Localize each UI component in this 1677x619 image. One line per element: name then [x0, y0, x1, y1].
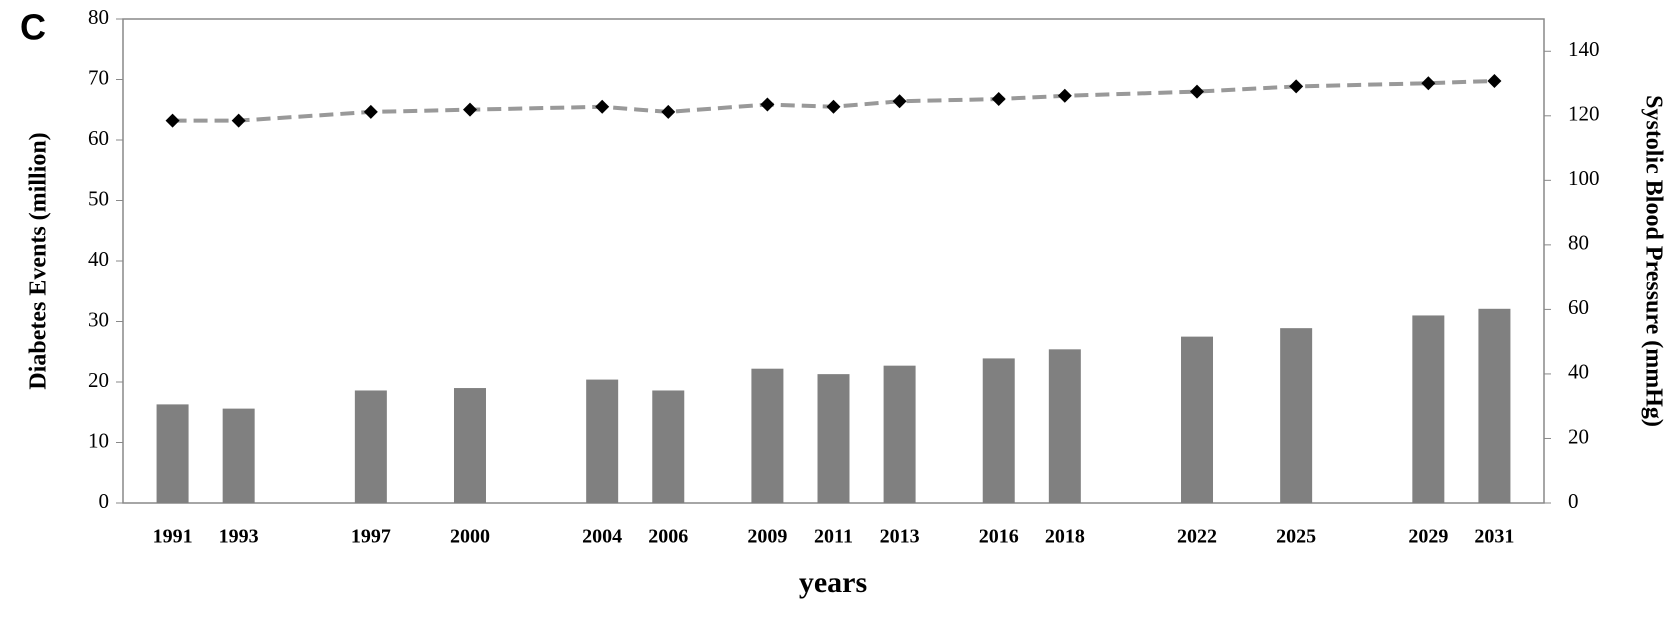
y-tick-label: 50: [88, 186, 109, 210]
x-tick-label: 2004: [582, 526, 622, 548]
y-tick-label: 10: [88, 428, 109, 452]
marker: [991, 92, 1006, 107]
bar: [751, 368, 784, 503]
y-tick-label: 70: [88, 65, 109, 89]
marker: [1190, 84, 1205, 99]
marker: [661, 104, 676, 119]
bar: [453, 388, 486, 503]
x-tick-label: 2011: [814, 526, 853, 548]
x-tick-label: 2022: [1177, 526, 1217, 548]
marker: [462, 102, 477, 117]
x-tick-label: 2016: [979, 526, 1019, 548]
bar: [222, 408, 255, 503]
marker: [595, 99, 610, 114]
marker: [892, 94, 907, 109]
x-tick-label: 1993: [219, 526, 259, 548]
y2-tick-label: 120: [1568, 102, 1600, 126]
y2-tick-label: 140: [1568, 37, 1600, 61]
y2-axis-label: Systolic Blood Pressure (mmHg): [1640, 95, 1666, 427]
x-tick-label: 1997: [351, 526, 391, 548]
marker: [1487, 73, 1502, 88]
bar: [1048, 349, 1081, 503]
marker: [826, 99, 841, 114]
y2-tick-label: 20: [1568, 424, 1589, 448]
y2-tick-label: 60: [1568, 295, 1589, 319]
x-tick-label: 2025: [1276, 526, 1316, 548]
y-tick-label: 0: [99, 489, 110, 513]
bar: [1280, 328, 1313, 503]
marker: [1057, 88, 1072, 103]
y2-tick-label: 40: [1568, 360, 1589, 384]
bar: [354, 390, 387, 503]
bar: [586, 379, 619, 503]
x-tick-label: 2009: [747, 526, 787, 548]
bar: [982, 358, 1015, 503]
x-tick-label: 2029: [1408, 526, 1448, 548]
marker: [1421, 76, 1436, 91]
x-tick-label: 1991: [153, 526, 193, 548]
marker: [760, 97, 775, 112]
marker: [231, 113, 246, 128]
bar: [1478, 308, 1511, 503]
y-tick-label: 30: [88, 307, 109, 331]
y2-tick-label: 100: [1568, 166, 1600, 190]
y-tick-label: 60: [88, 126, 109, 150]
x-tick-label: 2018: [1045, 526, 1085, 548]
y-tick-label: 40: [88, 247, 109, 271]
marker: [165, 113, 180, 128]
marker: [363, 104, 378, 119]
y2-tick-label: 0: [1568, 489, 1579, 513]
panel-label: C: [20, 7, 46, 48]
bar: [1412, 315, 1445, 503]
y-tick-label: 20: [88, 368, 109, 392]
bar: [652, 390, 685, 503]
bar: [883, 365, 916, 503]
y2-tick-label: 80: [1568, 231, 1589, 255]
x-tick-label: 2006: [648, 526, 688, 548]
x-tick-label: 2013: [880, 526, 920, 548]
y-tick-label: 80: [88, 5, 109, 29]
x-tick-label: 2000: [450, 526, 490, 548]
bar: [817, 374, 850, 503]
x-tick-label: 2031: [1474, 526, 1514, 548]
bar: [1181, 336, 1214, 503]
y-axis-label: Diabetes Events (million): [26, 132, 52, 389]
bar: [156, 404, 189, 503]
x-axis-label: years: [799, 566, 867, 599]
marker: [1289, 79, 1304, 94]
